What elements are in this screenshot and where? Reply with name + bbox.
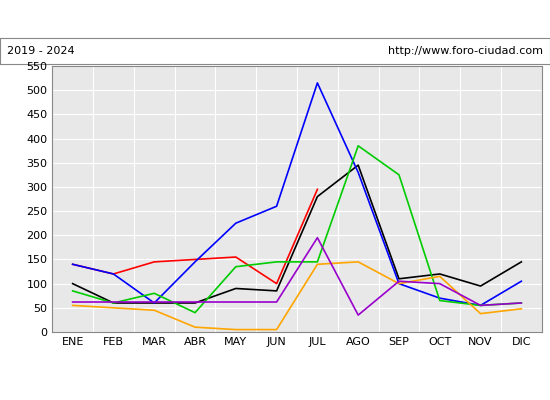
Text: 2019 - 2024: 2019 - 2024 bbox=[7, 46, 74, 56]
Text: http://www.foro-ciudad.com: http://www.foro-ciudad.com bbox=[388, 46, 543, 56]
Text: Evolucion Nº Turistas Nacionales en el municipio de Alicún: Evolucion Nº Turistas Nacionales en el m… bbox=[52, 11, 498, 27]
